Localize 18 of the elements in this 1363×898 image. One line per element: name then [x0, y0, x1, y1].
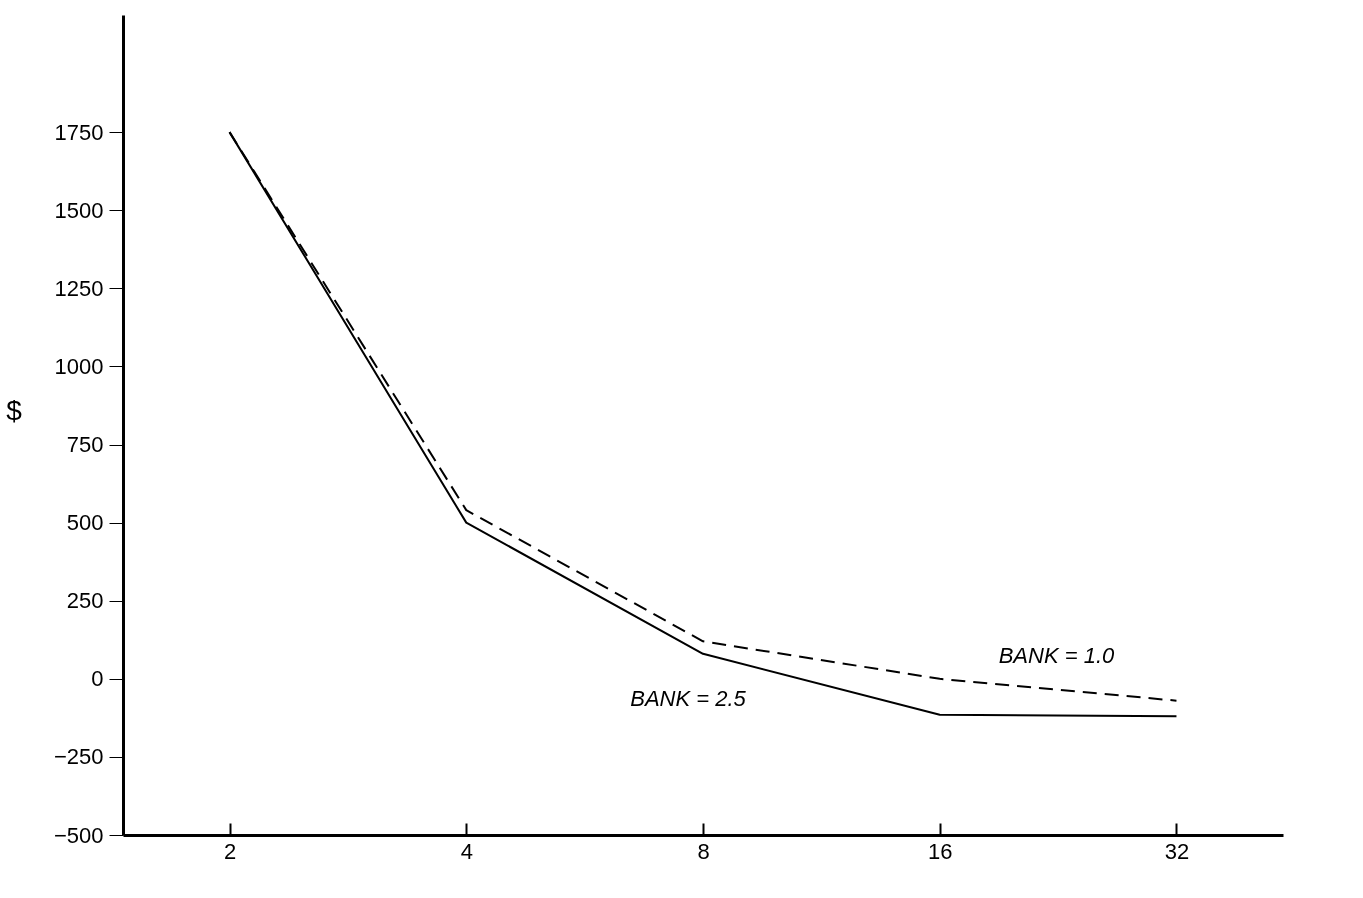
y-axis-title: $ — [6, 394, 23, 426]
y-tick-label: 1000 — [54, 353, 104, 379]
y-tick-label: 1750 — [54, 119, 104, 145]
y-tick-label: 1500 — [54, 197, 104, 223]
y-tick-label: 0 — [91, 666, 104, 692]
y-tick-label: 500 — [66, 510, 104, 536]
x-tick-label: 4 — [460, 838, 473, 864]
x-tick-label: 16 — [927, 838, 953, 864]
series-label: BANK = 2.5 — [630, 685, 747, 711]
x-tick-label: 32 — [1164, 838, 1190, 864]
y-tick-label: −250 — [53, 744, 104, 770]
x-tick-label: 8 — [697, 838, 710, 864]
y-tick-label: −500 — [53, 822, 104, 848]
series-label: BANK = 1.0 — [998, 642, 1116, 668]
x-tick-label: 2 — [223, 838, 237, 864]
y-tick-label: 250 — [66, 588, 104, 614]
y-tick-label: 750 — [66, 432, 104, 458]
y-tick-label: 1250 — [54, 275, 104, 301]
